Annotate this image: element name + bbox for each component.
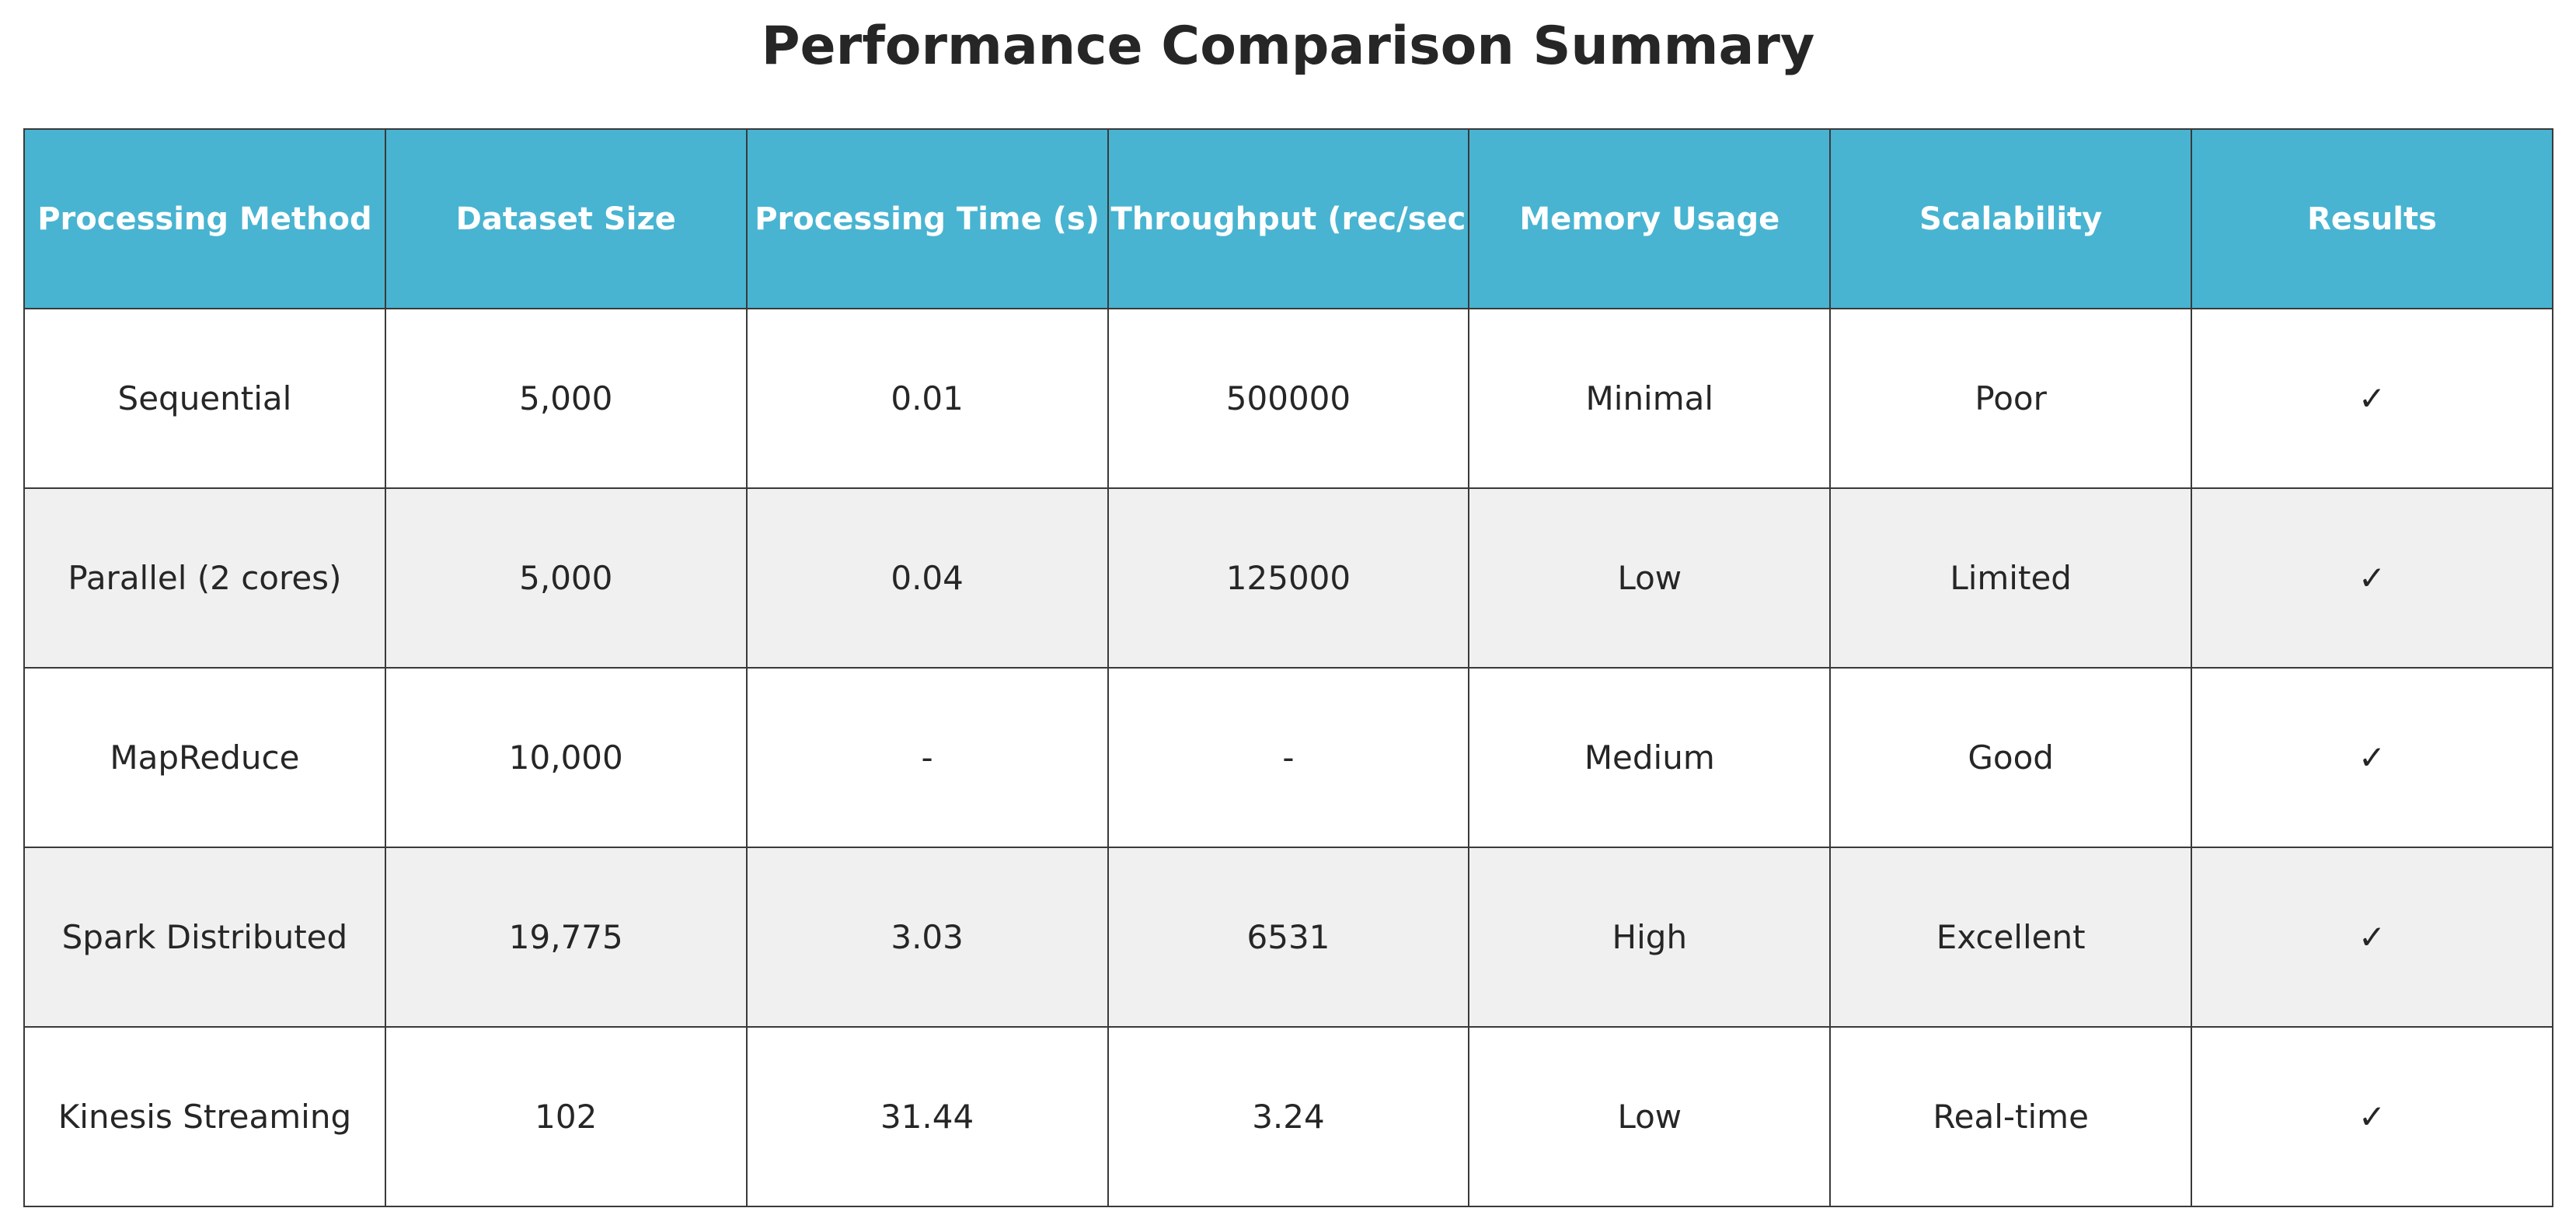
header-row: Processing Method Dataset Size Processing … xyxy=(23,128,2553,309)
table-cell: Low xyxy=(1468,487,1832,669)
table-row: Parallel (2 cores) 5,000 0.04 125000 Low Limi… xyxy=(23,487,2553,669)
table-cell: 0.04 xyxy=(745,487,1109,669)
table-cell: 31.44 xyxy=(745,1026,1109,1207)
table-cell: Sequential xyxy=(23,308,386,489)
table-cell: 0.01 xyxy=(745,308,1109,489)
column-header: Dataset Size xyxy=(384,128,748,309)
table-cell: Minimal xyxy=(1468,308,1832,489)
table-row: MapReduce 10,000- - Medium Good ✓ xyxy=(23,667,2553,848)
table-row: Kinesis Streaming 102 31.44 3.24 Low Real-tim… xyxy=(23,1026,2553,1207)
table-cell: 102 xyxy=(384,1026,748,1207)
table-cell: 3.24 xyxy=(1107,1026,1470,1207)
result-check-cell: ✓ xyxy=(2191,308,2553,489)
table-cell: Low xyxy=(1468,1026,1832,1207)
table-header: Processing Method Dataset Size Processing … xyxy=(23,128,2553,309)
result-check-cell: ✓ xyxy=(2191,487,2553,669)
table-cell: 3.03 xyxy=(745,847,1109,1028)
table-cell: Real-time xyxy=(1829,1026,2193,1207)
table-cell: Spark Distributed xyxy=(23,847,386,1028)
column-header: Memory Usage xyxy=(1468,128,1832,309)
table-cell: Excellent xyxy=(1829,847,2193,1028)
column-header: Processing Method xyxy=(23,128,386,309)
table-cell: 5,000 xyxy=(384,308,748,489)
table-cell: Poor xyxy=(1829,308,2193,489)
column-header: Results xyxy=(2191,128,2553,309)
result-check-cell: ✓ xyxy=(2191,1026,2553,1207)
table-cell: - xyxy=(745,667,1109,848)
table-cell: 500000 xyxy=(1107,308,1470,489)
table-cell: Good xyxy=(1829,667,2193,848)
table-cell: 10,000 xyxy=(384,667,748,848)
table-cell: Kinesis Streaming xyxy=(23,1026,386,1207)
table-row: Sequential 5,000 0.01 500000 Minimal Poor ✓ xyxy=(23,308,2553,489)
result-check-cell: ✓ xyxy=(2191,847,2553,1028)
result-check-cell: ✓ xyxy=(2191,667,2553,848)
table-title: Performance Comparison Summary xyxy=(761,16,1815,77)
table-cell: Limited xyxy=(1829,487,2193,669)
table-cell: 5,000 xyxy=(384,487,748,669)
table-body: Sequential 5,000 0.01 500000 Minimal Poor ✓ Par… xyxy=(23,308,2553,1207)
table-cell: Medium xyxy=(1468,667,1832,848)
table-cell: - xyxy=(1107,667,1470,848)
table-cell: 125000 xyxy=(1107,487,1470,669)
table-cell: 19,775 xyxy=(384,847,748,1028)
table-row: Spark Distributed 19,775 3.03 6531 High Excel… xyxy=(23,847,2553,1028)
column-header: Throughput (rec/sec xyxy=(1107,128,1470,309)
table-cell: High xyxy=(1468,847,1832,1028)
table-cell: 6531 xyxy=(1107,847,1470,1028)
performance-table: Processing Method Dataset Size Processing … xyxy=(23,128,2553,1207)
column-header: Processing Time (s) xyxy=(745,128,1109,309)
table-cell: Parallel (2 cores) xyxy=(23,487,386,669)
table-cell: MapReduce xyxy=(23,667,386,848)
column-header: Scalability xyxy=(1829,128,2193,309)
